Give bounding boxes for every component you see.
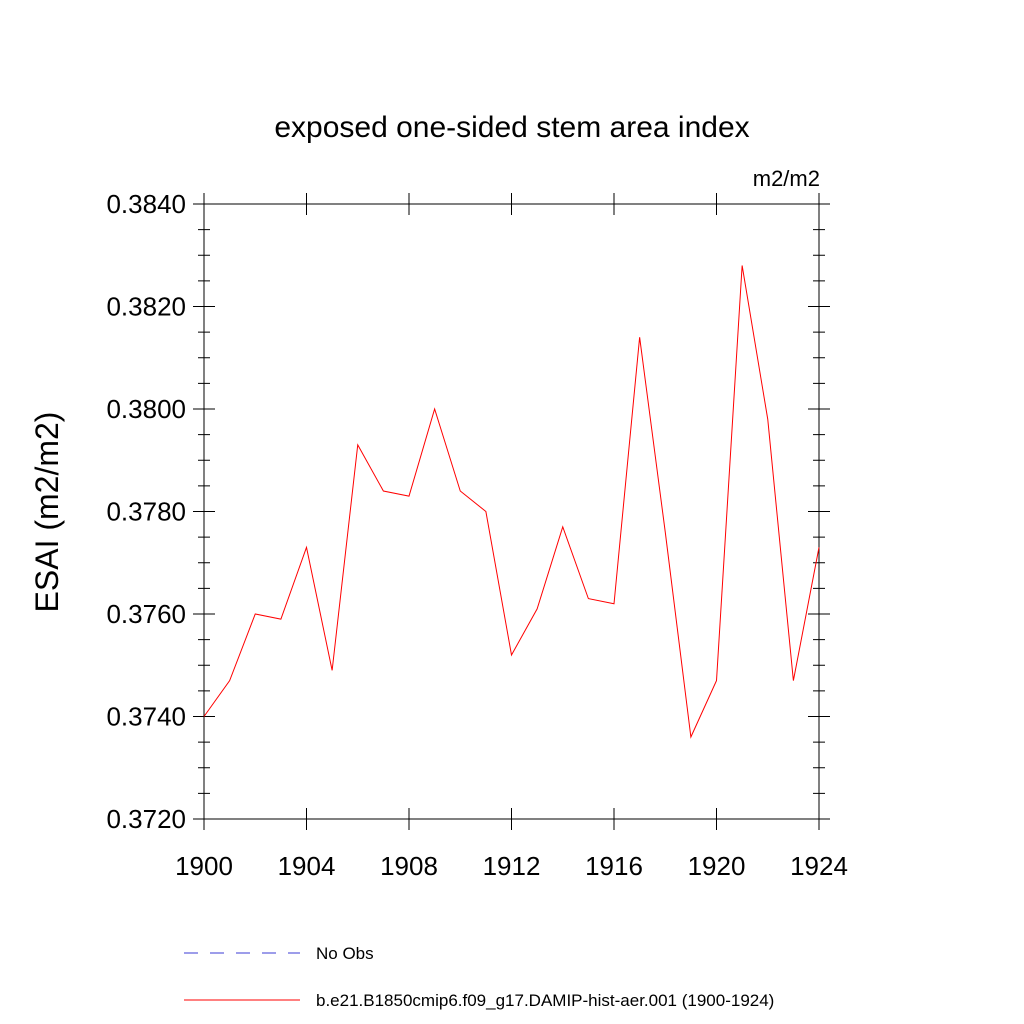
legend-no-obs-label: No Obs — [316, 944, 374, 963]
x-tick-label: 1904 — [278, 851, 336, 881]
x-tick-label: 1912 — [483, 851, 541, 881]
y-tick-label: 0.3720 — [106, 804, 186, 834]
units-label: m2/m2 — [753, 166, 820, 191]
y-tick-label: 0.3800 — [106, 394, 186, 424]
legend: No Obs b.e21.B1850cmip6.f09_g17.DAMIP-hi… — [184, 944, 774, 1010]
y-tick-label: 0.3740 — [106, 702, 186, 732]
x-tick-label: 1924 — [790, 851, 848, 881]
y-axis-label: ESAI (m2/m2) — [29, 412, 65, 613]
y-tick-label: 0.3780 — [106, 497, 186, 527]
x-axis: 1900 1904 1908 1912 1916 1920 1924 — [175, 193, 848, 881]
series-layer — [203, 265, 820, 739]
x-tick-label: 1916 — [585, 851, 643, 881]
y-tick-label: 0.3820 — [106, 292, 186, 322]
x-tick-label: 1908 — [380, 851, 438, 881]
y-tick-label: 0.3760 — [106, 599, 186, 629]
chart-title: exposed one-sided stem area index — [274, 111, 749, 144]
legend-model-label: b.e21.B1850cmip6.f09_g17.DAMIP-hist-aer.… — [316, 991, 774, 1010]
y-tick-label: 0.3840 — [106, 189, 186, 219]
x-tick-label: 1900 — [175, 851, 233, 881]
x-tick-label: 1920 — [688, 851, 746, 881]
series-line-1 — [203, 265, 820, 739]
y-axis: 0.3720 0.3740 0.3760 0.3780 0.3800 0.3820 0.38… — [106, 189, 830, 834]
